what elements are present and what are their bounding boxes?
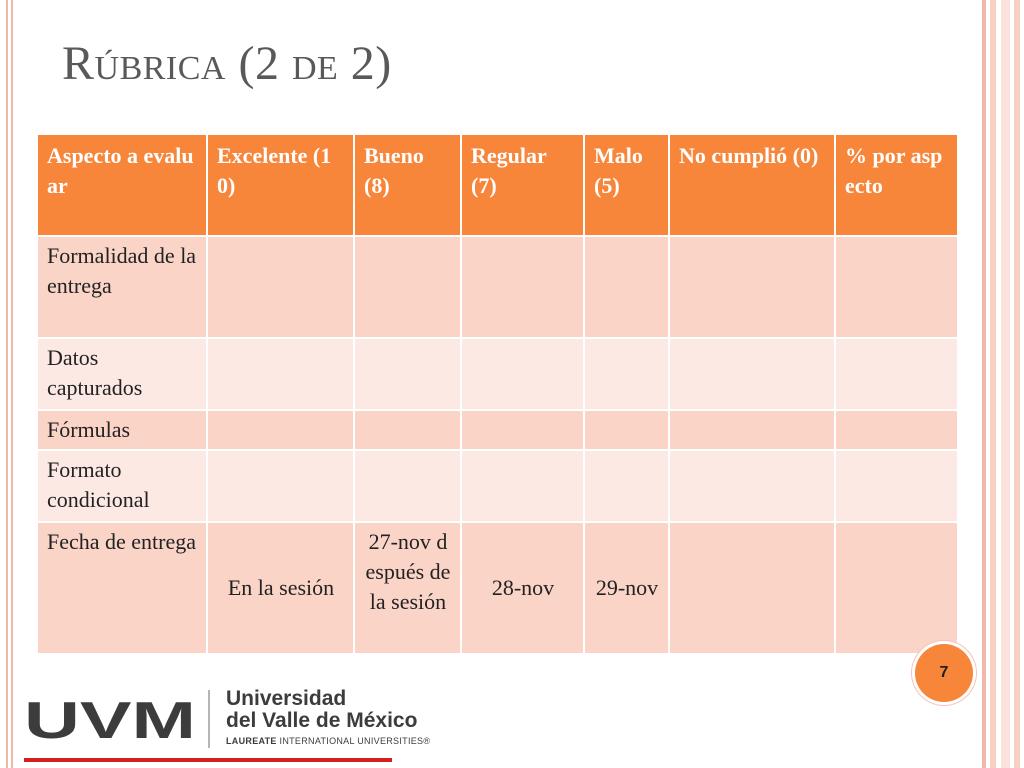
header-cell-bad: Malo (5) — [585, 135, 668, 235]
score-cell — [836, 411, 957, 449]
score-cell — [585, 411, 668, 449]
score-cell — [208, 339, 353, 409]
tagline-rest: INTERNATIONAL UNIVERSITIES® — [276, 736, 431, 746]
score-cell — [355, 339, 460, 409]
criterion-cell: Fecha de entrega — [38, 523, 206, 653]
university-name-line1: Universidad — [226, 687, 347, 710]
score-cell: 29-nov — [585, 523, 668, 653]
header-cell-percent: % por aspecto — [836, 135, 957, 235]
laureate-tagline: LAUREATE INTERNATIONAL UNIVERSITIES® — [226, 736, 430, 746]
table-row: Formato condicional — [38, 451, 957, 521]
score-cell — [836, 451, 957, 521]
score-cell — [585, 451, 668, 521]
score-cell: En la sesión — [208, 523, 353, 653]
score-cell — [670, 237, 834, 337]
criterion-cell: Formalidad de la entrega — [38, 237, 206, 337]
score-cell — [355, 411, 460, 449]
score-cell: 28-nov — [462, 523, 583, 653]
slide-number-badge: 7 — [915, 644, 973, 702]
score-cell — [462, 339, 583, 409]
laureate-word: LAUREATE — [226, 736, 277, 746]
logo-red-underline — [24, 758, 392, 762]
score-cell — [208, 451, 353, 521]
header-cell-regular: Regular (7) — [462, 135, 583, 235]
score-cell — [208, 237, 353, 337]
score-cell — [355, 237, 460, 337]
score-cell — [836, 523, 957, 653]
right-border-band — [1014, 0, 1020, 768]
right-border-band — [982, 0, 986, 768]
logo-divider — [208, 690, 210, 748]
score-cell — [585, 237, 668, 337]
right-border-band — [1001, 0, 1010, 768]
criterion-cell: Fórmulas — [38, 411, 206, 449]
slide-title: Rúbrica (2 de 2) — [62, 37, 392, 90]
rubric-table: Aspecto a evaluar Excelente (10) Bueno (… — [36, 133, 959, 655]
table-row: Fórmulas — [38, 411, 957, 449]
uvm-logo-mark-text: UVM — [24, 692, 196, 748]
score-cell — [670, 339, 834, 409]
score-cell — [462, 411, 583, 449]
score-cell — [462, 451, 583, 521]
header-cell-aspect: Aspecto a evaluar — [38, 135, 206, 235]
score-cell — [670, 451, 834, 521]
score-cell — [836, 237, 957, 337]
score-cell — [208, 411, 353, 449]
score-cell: 27-nov después de la sesión — [355, 523, 460, 653]
uvm-logo-mark: UVM — [24, 692, 196, 748]
score-cell — [670, 411, 834, 449]
score-cell — [670, 523, 834, 653]
left-border-line — [6, 0, 8, 768]
criterion-cell: Datos capturados — [38, 339, 206, 409]
header-cell-not-met: No cumplió (0) — [670, 135, 834, 235]
table-row: Formalidad de la entrega — [38, 237, 957, 337]
left-border-line — [11, 0, 13, 768]
table-row: Datos capturados — [38, 339, 957, 409]
table-header-row: Aspecto a evaluar Excelente (10) Bueno (… — [38, 135, 957, 235]
uvm-logo: UVM Universidad del Valle de México LAUR… — [24, 686, 430, 766]
table-row: Fecha de entrega En la sesión 27-nov des… — [38, 523, 957, 653]
score-cell — [585, 339, 668, 409]
right-border-band — [990, 0, 996, 768]
criterion-cell: Formato condicional — [38, 451, 206, 521]
score-cell — [836, 339, 957, 409]
score-cell — [355, 451, 460, 521]
university-name: Universidad del Valle de México — [226, 688, 417, 732]
header-cell-good: Bueno (8) — [355, 135, 460, 235]
university-name-line2: del Valle de México — [226, 709, 418, 732]
score-cell — [462, 237, 583, 337]
header-cell-excellent: Excelente (10) — [208, 135, 353, 235]
